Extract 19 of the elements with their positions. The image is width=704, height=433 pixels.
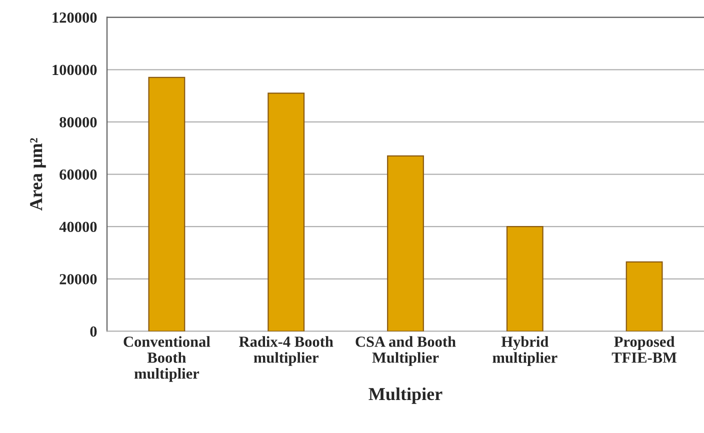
y-tick-label: 60000 bbox=[60, 169, 97, 180]
x-tick-label: Radix-4 Booth multiplier bbox=[239, 336, 334, 366]
x-tick-label: Hybrid multiplier bbox=[492, 336, 558, 366]
y-tick-label: 20000 bbox=[60, 274, 97, 284]
y-tick-label: 80000 bbox=[60, 117, 97, 128]
y-axis-title: Area µm² bbox=[30, 138, 46, 211]
bar bbox=[387, 155, 424, 332]
y-tick-label: 100000 bbox=[52, 64, 97, 76]
bar bbox=[506, 226, 544, 332]
x-tick-label: CSA and Booth Multiplier bbox=[356, 336, 456, 366]
y-tick-label: 40000 bbox=[59, 222, 97, 232]
bar bbox=[148, 76, 186, 332]
y-tick-label: 0 bbox=[90, 326, 97, 337]
x-axis-title: Multipier bbox=[368, 387, 442, 404]
bar bbox=[268, 92, 305, 332]
x-tick-label: Proposed TFIE-BM bbox=[612, 336, 677, 363]
x-tick-label: Conventional Booth multiplier bbox=[124, 336, 210, 382]
y-tick-label: 120000 bbox=[52, 12, 97, 23]
bar bbox=[626, 261, 663, 332]
